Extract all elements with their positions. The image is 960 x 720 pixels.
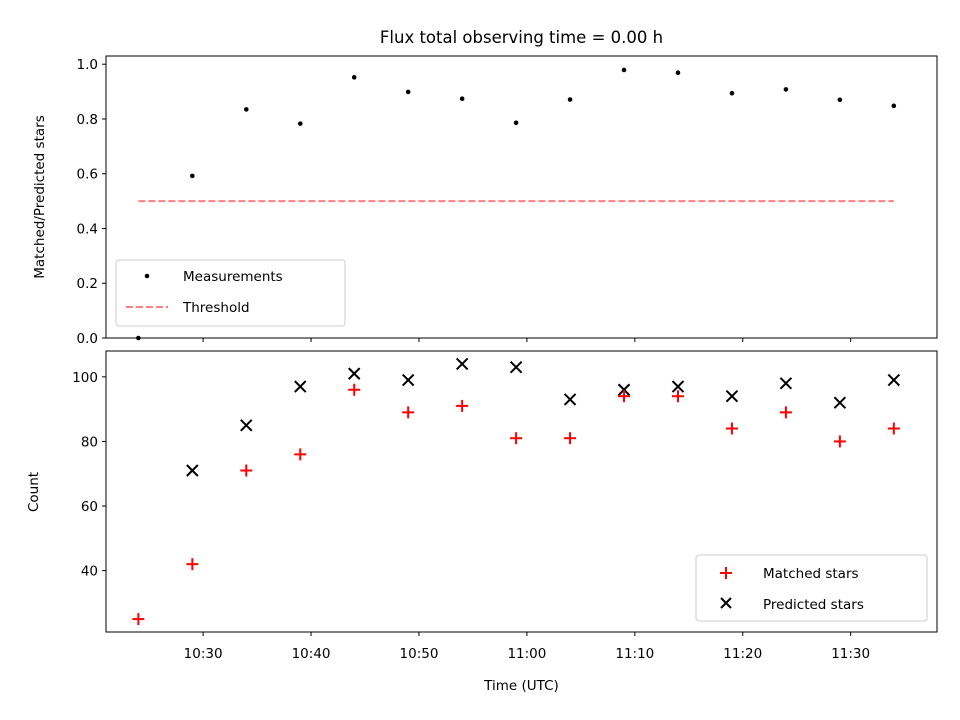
- ratio-y-tick-label: 1.0: [77, 57, 98, 73]
- matched-stars-point: [240, 464, 253, 477]
- chart-title: Flux total observing time = 0.00 h: [380, 28, 663, 47]
- ratio-y-tick-label: 0.4: [77, 221, 98, 237]
- ratio-y-axis-label: Matched/Predicted stars: [32, 115, 48, 278]
- x-tick-label: 10:50: [400, 646, 439, 662]
- x-tick-label: 11:30: [831, 646, 870, 662]
- x-tick-label: 11:10: [615, 646, 654, 662]
- matched-stars-point: [779, 406, 792, 419]
- predicted-stars-point: [725, 390, 739, 403]
- measurement-point: [513, 120, 519, 126]
- ratio-y-tick-label: 0.8: [77, 112, 98, 128]
- matched-stars-point: [887, 422, 900, 435]
- matched-stars-point: [456, 399, 469, 412]
- legend-matched-label: Matched stars: [763, 566, 859, 582]
- x-axis-label: Time (UTC): [483, 678, 559, 694]
- measurement-point: [405, 89, 411, 95]
- predicted-stars-point: [833, 396, 847, 409]
- predicted-stars-point: [348, 367, 361, 380]
- matched-stars-point: [833, 435, 846, 448]
- measurement-point: [459, 96, 465, 102]
- predicted-stars-point: [186, 464, 199, 477]
- legend-predicted-label: Predicted stars: [763, 597, 864, 613]
- measurement-point: [783, 87, 789, 92]
- legend-predicted-marker: [720, 597, 732, 609]
- legend-measurements-label: Measurements: [183, 269, 283, 285]
- matched-stars-point: [132, 613, 145, 626]
- measurement-point: [351, 75, 357, 80]
- predicted-stars-point: [240, 419, 253, 432]
- ratio-y-tick-label: 0.0: [77, 331, 98, 347]
- measurement-point: [297, 121, 303, 126]
- count-y-tick-label: 40: [81, 564, 98, 580]
- count-legend: Matched stars Predicted stars: [695, 554, 928, 622]
- legend-threshold-label: Threshold: [182, 300, 250, 316]
- measurement-point: [891, 103, 897, 109]
- predicted-stars-point: [563, 393, 577, 406]
- measurement-point: [729, 90, 735, 96]
- measurement-point: [243, 107, 249, 112]
- matched-stars-point: [510, 432, 523, 445]
- ratio-y-tick-label: 0.2: [77, 276, 98, 292]
- ratio-panel: 0.0 0.2 0.4 0.6 0.8 1.0 Matched/Predicted sta…: [32, 55, 938, 347]
- count-y-axis-label: Count: [26, 472, 42, 512]
- matched-stars-point: [348, 383, 361, 396]
- measurement-point: [621, 67, 627, 73]
- count-panel: 40 60 80 100 10:30 10:40 10:50 11:00 11:10 11:20 1…: [26, 350, 938, 694]
- matched-stars-point: [564, 432, 577, 445]
- count-y-tick-label: 60: [81, 499, 98, 515]
- predicted-stars-point: [509, 360, 523, 374]
- predicted-stars-point: [887, 373, 901, 387]
- matched-stars-point: [186, 558, 199, 571]
- measurement-point: [190, 173, 195, 179]
- predicted-stars-point: [671, 380, 685, 393]
- matched-stars-point: [618, 390, 631, 403]
- count-panel-frame: [105, 350, 938, 633]
- measurement-point: [837, 97, 843, 103]
- legend-matched-marker: [720, 567, 732, 579]
- measurement-point: [567, 97, 573, 102]
- x-tick-label: 11:00: [507, 646, 546, 662]
- count-y-tick-label: 100: [72, 370, 98, 386]
- matched-stars-point: [402, 406, 415, 419]
- x-tick-label: 10:30: [184, 646, 223, 662]
- ratio-legend: Measurements Threshold: [115, 259, 346, 327]
- x-tick-label: 11:20: [723, 646, 762, 662]
- matched-stars-point: [294, 448, 307, 461]
- measurement-point: [675, 70, 681, 76]
- matched-stars-point: [671, 390, 684, 403]
- count-y-tick-label: 80: [81, 434, 98, 450]
- matched-stars-point: [725, 422, 738, 435]
- predicted-stars-point: [779, 377, 793, 390]
- predicted-stars-point: [294, 380, 307, 393]
- ratio-panel-frame: [105, 55, 938, 339]
- predicted-stars-point: [617, 383, 631, 396]
- x-tick-label: 10:40: [292, 646, 331, 662]
- predicted-stars-point: [401, 373, 415, 387]
- ratio-y-tick-label: 0.6: [77, 167, 98, 183]
- legend-measurements-marker: [144, 273, 150, 279]
- predicted-stars-point: [455, 357, 469, 371]
